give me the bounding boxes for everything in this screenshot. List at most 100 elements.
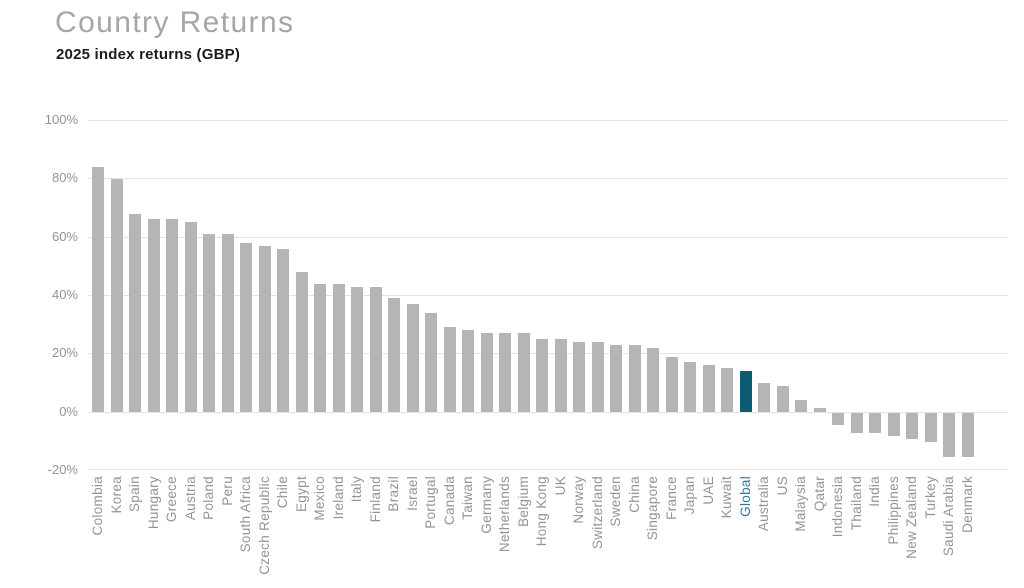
bar-korea <box>111 179 123 412</box>
x-label-sweden: Sweden <box>608 476 623 527</box>
x-label-uae: UAE <box>701 476 716 505</box>
bar-saudi-arabia <box>943 413 955 457</box>
bar-brazil <box>388 298 400 412</box>
bar-egypt <box>296 272 308 412</box>
x-axis-labels: Colombia Korea Spain Hungary Greece Austria Po… <box>88 476 1008 586</box>
x-label-netherlands: Netherlands <box>497 476 512 553</box>
bar-malaysia <box>795 400 807 412</box>
bar-canada <box>444 327 456 412</box>
bar-thailand <box>851 413 863 433</box>
chart-title: Country Returns <box>55 6 295 39</box>
x-label-norway: Norway <box>571 476 586 524</box>
bar-sweden <box>610 345 622 412</box>
bar-portugal <box>425 313 437 412</box>
x-label-italy: Italy <box>349 476 364 503</box>
bar-indonesia <box>832 413 844 425</box>
x-label-colombia: Colombia <box>90 476 105 536</box>
bar-colombia <box>92 167 104 412</box>
bar-poland <box>203 234 215 412</box>
gridline-60 <box>88 237 1008 238</box>
x-label-egypt: Egypt <box>294 476 309 513</box>
bar-netherlands <box>499 333 511 412</box>
bar-taiwan <box>462 330 474 412</box>
bar-switzerland <box>592 342 604 412</box>
x-label-china: China <box>627 476 642 513</box>
x-label-taiwan: Taiwan <box>460 476 475 520</box>
x-label-thailand: Thailand <box>849 476 864 531</box>
x-label-australia: Australia <box>756 476 771 532</box>
bar-us <box>777 386 789 412</box>
x-label-canada: Canada <box>442 476 457 526</box>
x-label-switzerland: Switzerland <box>590 476 605 550</box>
plot-area <box>88 120 1008 470</box>
bar-denmark <box>962 413 974 457</box>
x-label-hungary: Hungary <box>146 476 161 530</box>
x-label-czech-republic: Czech Republic <box>257 476 272 575</box>
x-label-us: US <box>775 476 790 496</box>
y-tick-label: -20% <box>47 462 78 477</box>
x-label-new-zealand: New Zealand <box>904 476 919 559</box>
x-label-austria: Austria <box>183 476 198 521</box>
gridline-100 <box>88 120 1008 121</box>
x-label-finland: Finland <box>368 476 383 523</box>
x-label-philippines: Philippines <box>886 476 901 545</box>
x-label-hong-kong: Hong Kong <box>534 476 549 547</box>
x-label-portugal: Portugal <box>423 476 438 529</box>
bar-greece <box>166 219 178 412</box>
x-label-poland: Poland <box>201 476 216 520</box>
bar-belgium <box>518 333 530 412</box>
x-label-belgium: Belgium <box>516 476 531 527</box>
x-label-mexico: Mexico <box>312 476 327 521</box>
bar-new-zealand <box>906 413 918 439</box>
bar-israel <box>407 304 419 412</box>
x-label-uk: UK <box>553 476 568 496</box>
x-label-malaysia: Malaysia <box>793 476 808 532</box>
x-label-singapore: Singapore <box>645 476 660 541</box>
bar-ireland <box>333 284 345 412</box>
bar-germany <box>481 333 493 412</box>
x-label-peru: Peru <box>220 476 235 506</box>
bar-austria <box>185 222 197 412</box>
bar-uae <box>703 365 715 412</box>
bar-philippines <box>888 413 900 436</box>
x-label-turkey: Turkey <box>923 476 938 519</box>
bar-china <box>629 345 641 412</box>
x-label-spain: Spain <box>127 476 142 513</box>
x-label-korea: Korea <box>109 476 124 514</box>
bar-kuwait <box>721 368 733 412</box>
x-label-greece: Greece <box>164 476 179 523</box>
bar-norway <box>573 342 585 412</box>
bar-hungary <box>148 219 160 412</box>
x-label-japan: Japan <box>682 476 697 515</box>
y-tick-label: 100% <box>44 112 78 127</box>
y-axis-labels: 100% 80% 60% 40% 20% 0% -20% <box>0 112 78 477</box>
x-label-qatar: Qatar <box>812 476 827 512</box>
y-tick-label: 20% <box>51 345 78 360</box>
gridline-80 <box>88 178 1008 179</box>
bar-turkey <box>925 413 937 442</box>
bar-czech-republic <box>259 246 271 412</box>
bar-italy <box>351 287 363 412</box>
x-label-chile: Chile <box>275 476 290 509</box>
y-tick-label: 80% <box>51 170 78 185</box>
bar-chile <box>277 249 289 412</box>
bar-india <box>869 413 881 433</box>
bar-japan <box>684 362 696 412</box>
bar-australia <box>758 383 770 412</box>
gridline-20 <box>88 353 1008 354</box>
x-label-saudi-arabia: Saudi Arabia <box>941 476 956 557</box>
x-label-global: Global <box>738 476 753 517</box>
y-tick-label: 60% <box>51 229 78 244</box>
x-label-brazil: Brazil <box>386 476 401 512</box>
y-tick-label: 0% <box>59 404 78 419</box>
x-label-israel: Israel <box>405 476 420 511</box>
bar-global <box>740 371 752 412</box>
bar-south-africa <box>240 243 252 412</box>
bar-peru <box>222 234 234 412</box>
chart-subtitle: 2025 index returns (GBP) <box>56 46 241 63</box>
bar-qatar <box>814 408 826 412</box>
x-label-south-africa: South Africa <box>238 476 253 553</box>
x-label-denmark: Denmark <box>960 476 975 533</box>
